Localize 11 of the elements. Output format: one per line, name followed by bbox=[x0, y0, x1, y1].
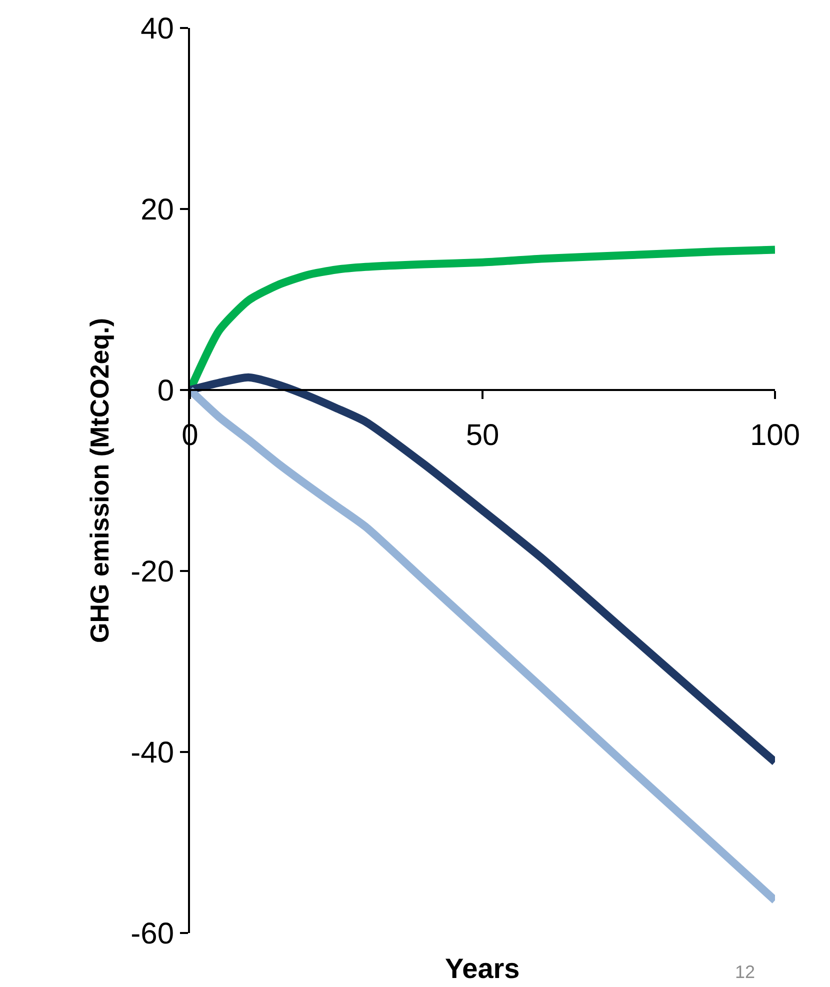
y-tick-label: 40 bbox=[140, 12, 174, 46]
y-tick-label: 0 bbox=[157, 374, 174, 408]
y-tick-label: -40 bbox=[130, 736, 174, 770]
y-axis-title: GHG emission (MtCO2eq.) bbox=[84, 318, 115, 644]
x-tick-label: 50 bbox=[466, 419, 500, 452]
x-tick-label: 100 bbox=[750, 419, 800, 452]
y-tick-label: -60 bbox=[130, 918, 174, 950]
y-tick-label: -20 bbox=[130, 556, 174, 588]
x-axis-title: Years bbox=[445, 953, 520, 984]
y-tick-label: 20 bbox=[140, 194, 174, 226]
text: 12 bbox=[735, 962, 756, 982]
